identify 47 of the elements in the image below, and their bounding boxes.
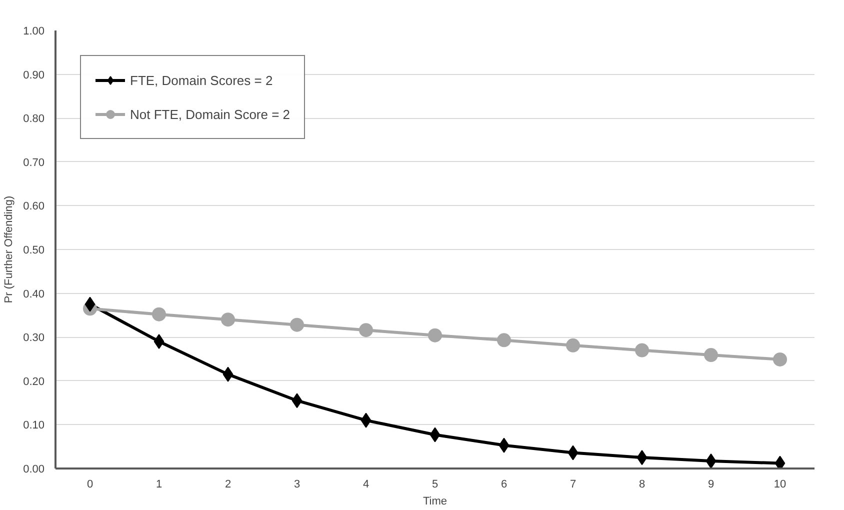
point: [84, 296, 96, 312]
y-tick-label: 0.10: [23, 420, 45, 432]
point: [154, 334, 164, 349]
x-tick-label: 1: [156, 478, 162, 490]
y-tick-label: 0.30: [23, 332, 45, 344]
point: [290, 318, 304, 332]
y-tick-label: 0.50: [23, 244, 45, 256]
y-tick-label: 0.90: [23, 69, 45, 82]
legend-label: FTE, Domain Scores = 2: [130, 72, 273, 88]
x-tick-label: 7: [570, 478, 576, 490]
point: [359, 323, 373, 338]
x-tick-label: 8: [638, 478, 646, 490]
point: [497, 333, 511, 348]
point: [706, 454, 716, 468]
y-tick-label: 1.00: [23, 26, 45, 38]
point: [360, 412, 372, 428]
x-tick-label: 2: [224, 478, 232, 490]
point: [773, 352, 787, 366]
point: [635, 343, 649, 358]
y-tick-label: 0.20: [23, 376, 45, 388]
point: [428, 328, 442, 342]
point: [566, 338, 580, 352]
y-tick-label: 0.00: [23, 464, 45, 476]
point: [498, 438, 510, 453]
x-axis-title: Time: [422, 496, 448, 508]
point: [568, 445, 578, 460]
point: [222, 366, 234, 382]
point: [636, 450, 648, 466]
y-tick-label: 0.80: [23, 113, 45, 126]
point: [774, 456, 786, 468]
point: [704, 348, 718, 362]
x-tick-label: 10: [774, 478, 786, 490]
x-tick-label: 4: [362, 478, 370, 490]
y-tick-label: 0.40: [23, 288, 45, 300]
y-tick-label: 0.70: [23, 156, 45, 169]
x-tick-label: 0: [86, 478, 94, 490]
legend-label: Not FTE, Domain Score = 2: [130, 106, 290, 122]
x-tick-label: 9: [708, 478, 714, 490]
x-tick-label: 5: [432, 478, 438, 490]
y-axis-title: Pr (Further Offending): [3, 196, 16, 304]
point: [221, 312, 235, 327]
x-tick-label: 3: [294, 478, 300, 490]
point: [430, 427, 440, 442]
y-tick-label: 0.60: [23, 200, 45, 213]
point: [152, 307, 166, 322]
point: [292, 393, 302, 408]
x-tick-label: 6: [500, 478, 508, 490]
